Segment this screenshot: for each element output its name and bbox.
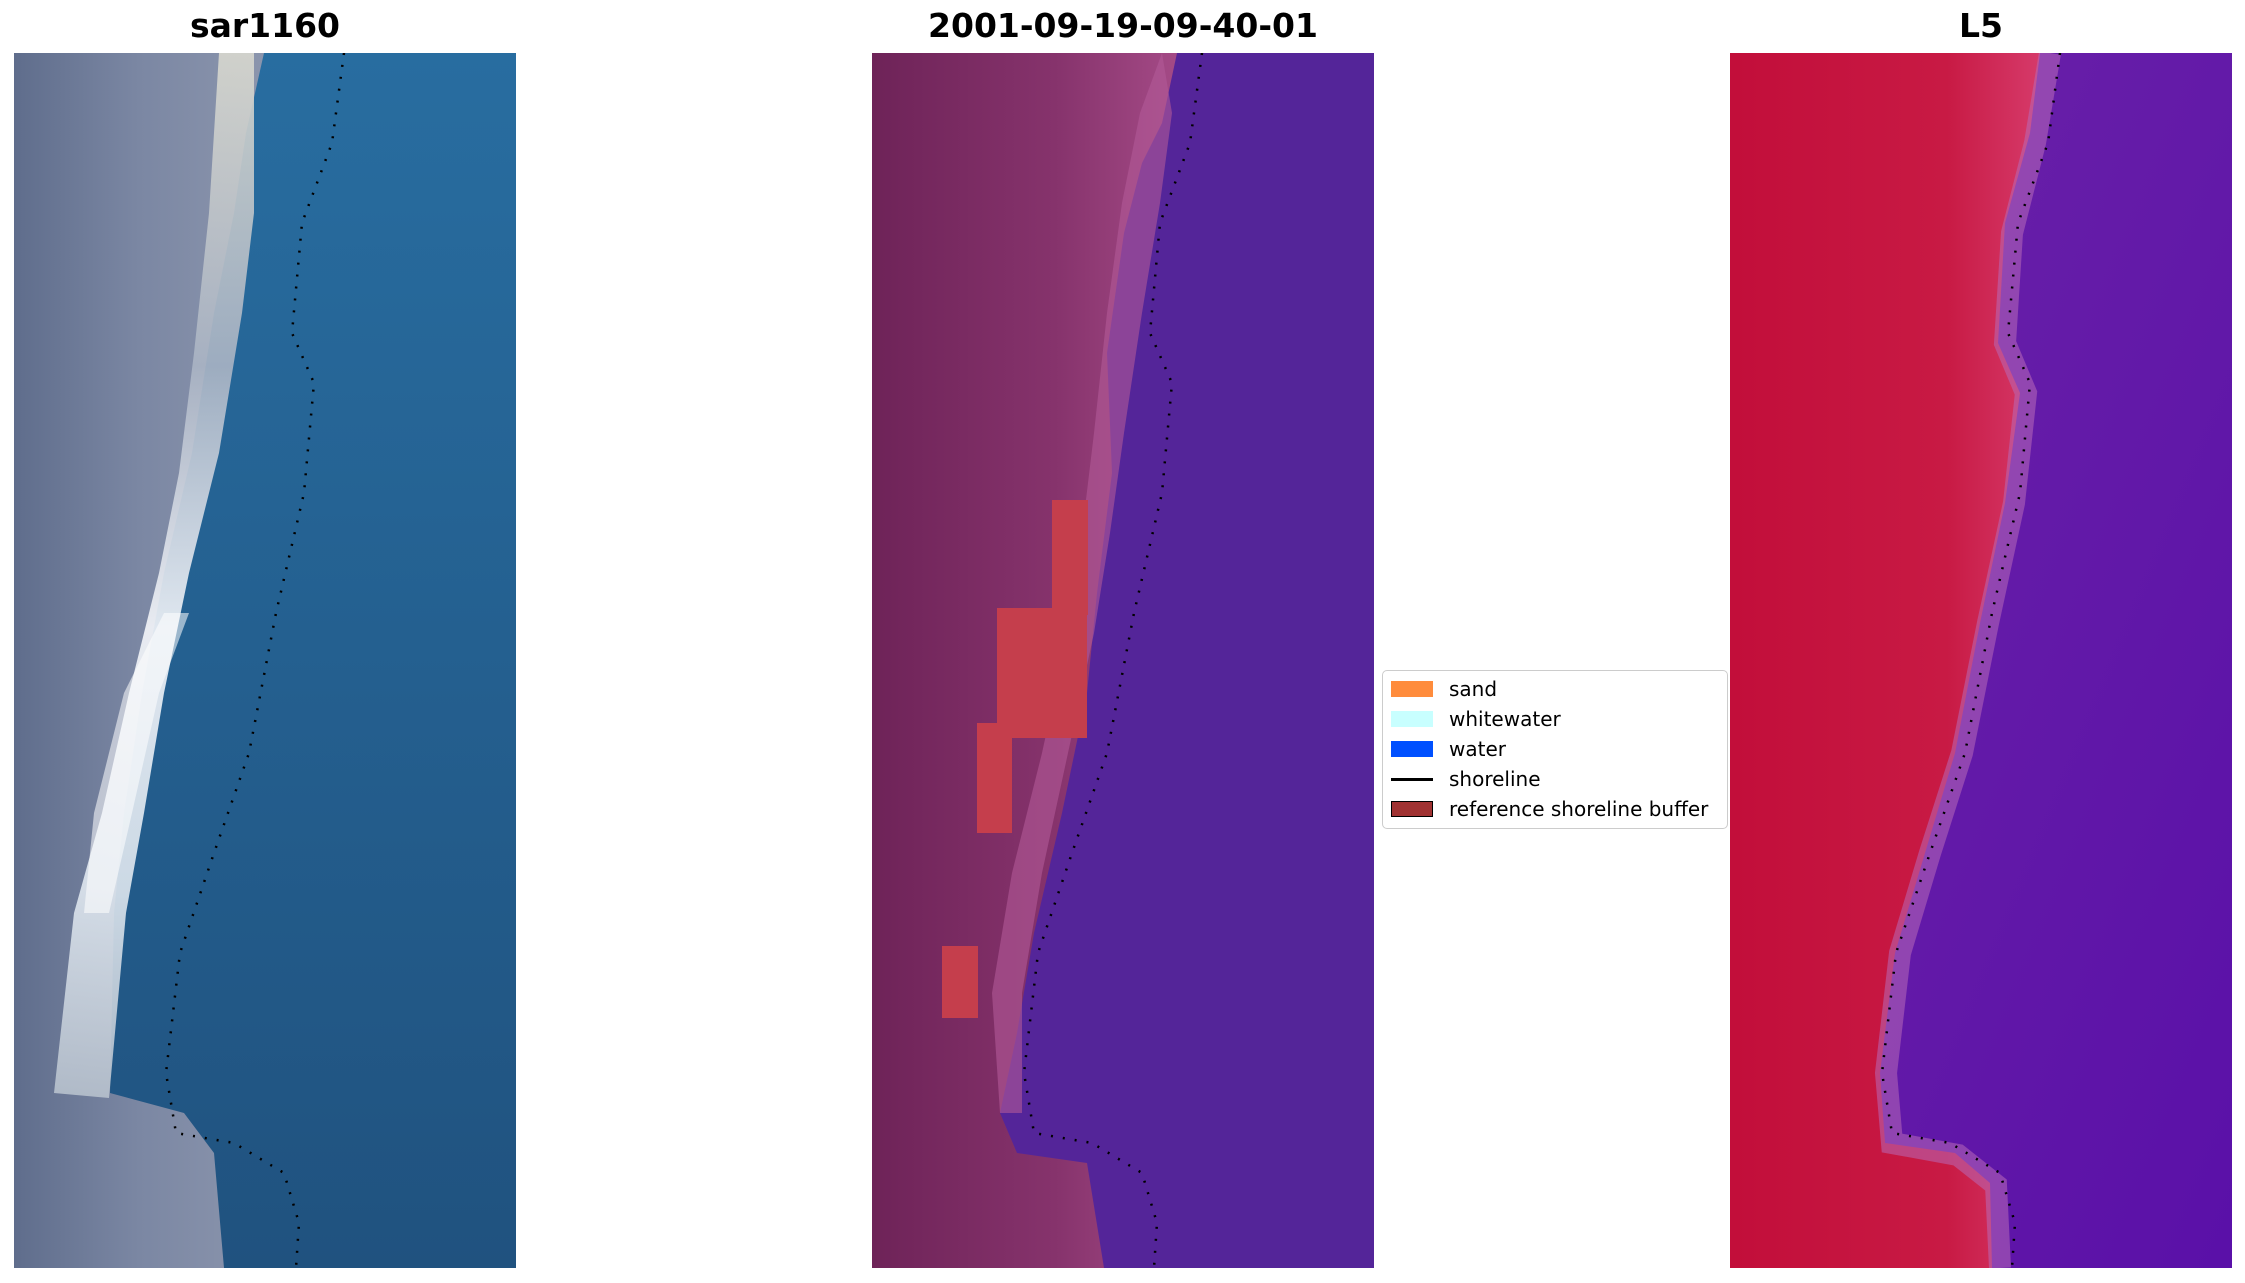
legend-item-whitewater: whitewater [1391, 704, 1561, 734]
legend-item-sand: sand [1391, 674, 1497, 704]
classified-image [872, 53, 1374, 1268]
legend-label: sand [1449, 677, 1498, 701]
panel-title-index: L5 [1959, 6, 2003, 45]
legend-label: water [1449, 737, 1506, 761]
whitewater-swatch [1391, 711, 1433, 727]
classified-image-panel [872, 53, 1374, 1268]
legend-item-shoreline: shoreline [1391, 764, 1541, 794]
buffer-region [997, 608, 1087, 738]
buffer-region [977, 723, 1012, 833]
panel-title-rgb: sar1160 [189, 6, 341, 45]
buffer-region [1052, 500, 1088, 615]
rgb-image [14, 53, 516, 1268]
legend-item-buffer: reference shoreline buffer [1391, 794, 1708, 824]
legend-label: reference shoreline buffer [1449, 797, 1709, 821]
legend-item-water: water [1391, 734, 1506, 764]
legend-label: whitewater [1449, 707, 1561, 731]
water-swatch [1391, 741, 1433, 757]
rgb-image-panel [14, 53, 516, 1268]
shoreline-swatch [1391, 777, 1433, 781]
panel-title-classified: 2001-09-19-09-40-01 [928, 6, 1318, 45]
legend: sand whitewater water shoreline referenc… [1382, 670, 1728, 829]
legend-label: shoreline [1449, 767, 1541, 791]
buffer-swatch [1391, 801, 1433, 817]
index-image-panel [1730, 53, 2232, 1268]
buffer-region [942, 946, 978, 1018]
index-image [1730, 53, 2232, 1268]
sand-swatch [1391, 681, 1433, 697]
